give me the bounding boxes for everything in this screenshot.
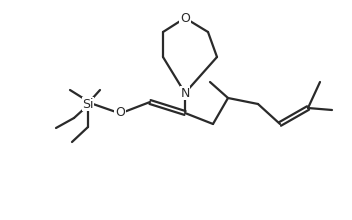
Text: Si: Si [82,97,94,110]
Text: N: N [180,86,190,99]
Text: O: O [180,11,190,24]
Text: O: O [115,106,125,119]
